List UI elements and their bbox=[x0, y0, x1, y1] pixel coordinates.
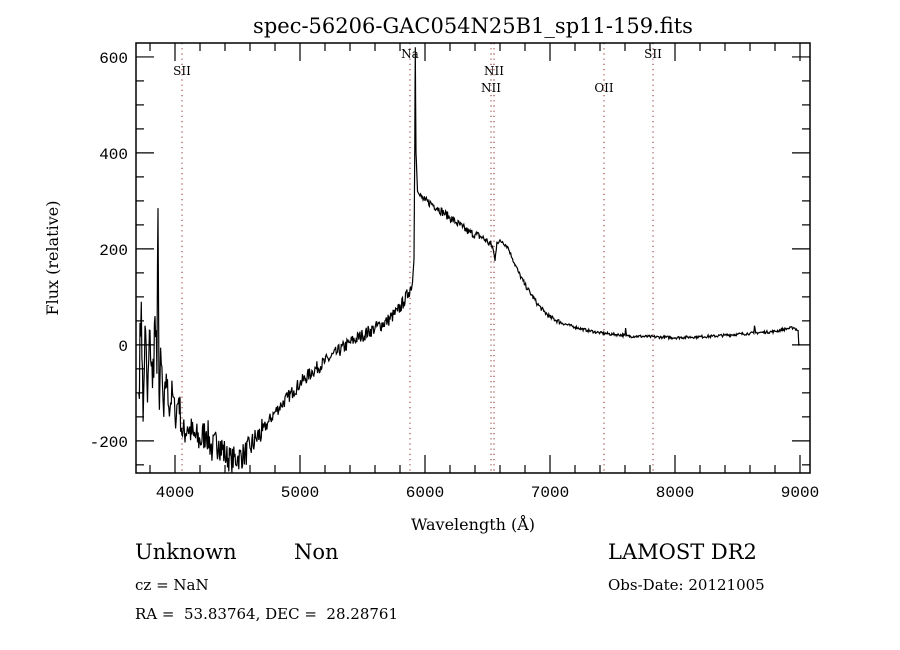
line-marker-label: SII bbox=[173, 64, 191, 78]
survey-label: LAMOST DR2 bbox=[608, 540, 757, 564]
line-marker-label: NII bbox=[481, 81, 501, 95]
coordinates: RA = 53.83764, DEC = 28.28761 bbox=[135, 605, 398, 623]
x-tick-label: 8000 bbox=[656, 484, 694, 502]
y-tick-label: 400 bbox=[99, 146, 128, 164]
x-tick-label: 5000 bbox=[281, 484, 319, 502]
line-marker-label: SII bbox=[644, 47, 662, 61]
y-tick-label: 0 bbox=[118, 338, 128, 356]
cz-value: cz = NaN bbox=[135, 576, 209, 594]
obs-date: Obs-Date: 20121005 bbox=[608, 576, 765, 594]
x-tick-label: 6000 bbox=[406, 484, 444, 502]
spectrum-line bbox=[138, 47, 801, 473]
x-axis-label: Wavelength (Å) bbox=[411, 514, 535, 534]
x-tick-label: 4000 bbox=[156, 484, 194, 502]
x-tick-label: 9000 bbox=[781, 484, 819, 502]
x-tick-label: 7000 bbox=[531, 484, 569, 502]
y-tick-label: -200 bbox=[90, 434, 128, 452]
y-tick-label: 600 bbox=[99, 50, 128, 68]
plot-frame bbox=[135, 42, 811, 474]
chart-title: spec-56206-GAC054N25B1_sp11-159.fits bbox=[253, 14, 693, 38]
class-text: Unknown bbox=[135, 540, 237, 564]
subclass-text: Non bbox=[294, 540, 339, 564]
line-marker-label: OII bbox=[594, 81, 614, 95]
y-axis-label: Flux (relative) bbox=[43, 201, 62, 316]
line-marker-label: Na bbox=[401, 47, 419, 61]
y-tick-label: 200 bbox=[99, 242, 128, 260]
line-marker-label: NII bbox=[484, 64, 504, 78]
